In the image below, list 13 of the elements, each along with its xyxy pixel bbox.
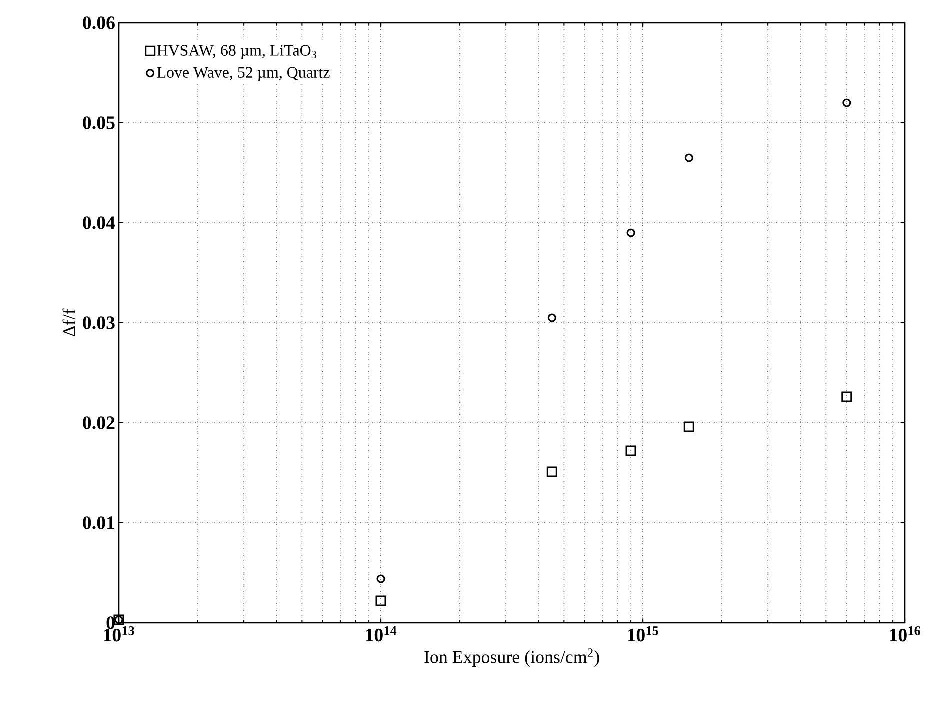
y-tick-label: 0.01 [83,516,115,530]
y-axis-title: Δf/f [62,308,76,337]
y-tick-label: 0.06 [83,16,115,30]
x-axis-title: Ion Exposure (ions/cm$^{2}$) [424,648,600,667]
x-tick-label: 10$^{16}$ [890,626,921,642]
y-tick-label: 0.04 [83,216,116,230]
y-tick-label: 0.03 [83,316,115,330]
legend-label: HVSAW, 68 µm, LiTaO$_{3}$ [157,45,316,60]
y-tick-label: 0.05 [83,116,115,130]
y-tick-label: 0.02 [83,416,115,430]
x-tick-label: 10$^{15}$ [628,626,658,642]
legend-label: Love Wave, 52 µm, Quartz [157,67,330,82]
x-tick-label: 10$^{14}$ [366,626,397,642]
